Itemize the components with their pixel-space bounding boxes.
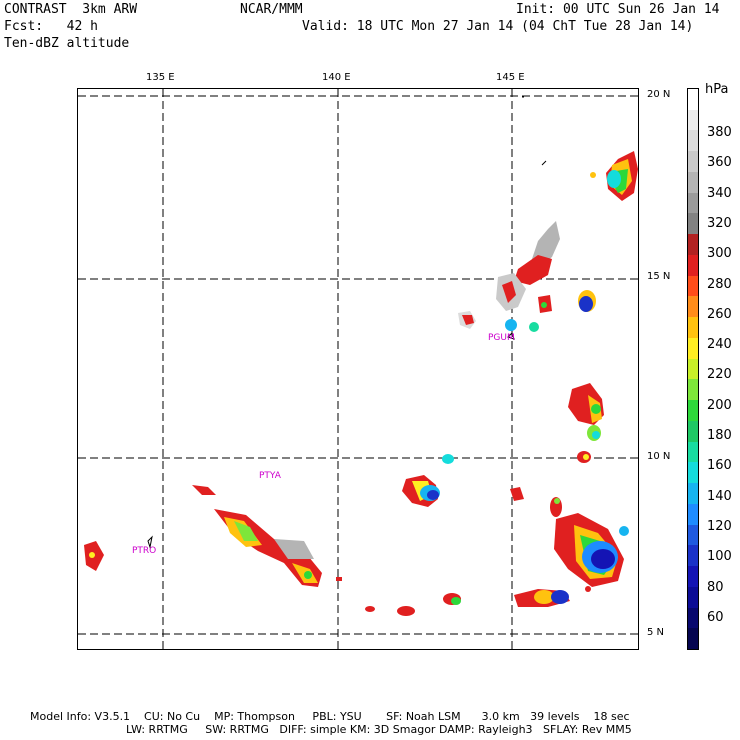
station-label-ptya: PTYA [259, 471, 281, 481]
colorbar-swatch [688, 254, 698, 276]
colorbar-swatch [688, 192, 698, 214]
lat-tick-label: 5 N [647, 627, 665, 638]
colorbar-tick-label: 200 [707, 397, 732, 413]
coastlines [147, 96, 547, 549]
echo-cell [550, 497, 629, 592]
header-title: CONTRAST 3km ARW [4, 2, 138, 17]
colorbar [687, 88, 699, 650]
station-label-pgum: PGUM [488, 333, 515, 343]
colorbar-swatch [688, 109, 698, 131]
map-panel[interactable] [77, 88, 639, 650]
colorbar-tick-label: 380 [707, 125, 732, 140]
footer-model-info: Model Info: V3.5.1 CU: No Cu MP: Thompso… [30, 710, 630, 723]
colorbar-swatch [688, 607, 698, 629]
lat-tick-label: 15 N [647, 271, 671, 282]
colorbar-tick-label: 260 [707, 306, 732, 322]
colorbar-swatch [688, 379, 698, 401]
colorbar-tick-label: 340 [707, 185, 732, 201]
colorbar-swatch [688, 586, 698, 608]
colorbar-tick-label: 180 [707, 428, 732, 443]
colorbar-swatch [688, 441, 698, 463]
echo-cell [568, 383, 604, 463]
echo-cells [84, 151, 638, 616]
colorbar-tick-label: 160 [707, 458, 732, 474]
header-init-time: Init: 00 UTC Sun 26 Jan 14 [516, 2, 720, 17]
colorbar-swatch [688, 628, 698, 650]
colorbar-tick-label: 140 [707, 488, 732, 504]
colorbar-swatch [688, 566, 698, 588]
colorbar-swatch [688, 420, 698, 442]
echo-cell [458, 221, 560, 332]
header-source: NCAR/MMM [240, 2, 303, 17]
header-forecast-hour: Fcst: 42 h [4, 19, 98, 34]
colorbar-swatch [688, 171, 698, 193]
colorbar-swatch [688, 317, 698, 339]
colorbar-tick-label: 300 [707, 246, 732, 262]
colorbar-swatch [688, 462, 698, 484]
footer-physics-info: LW: RRTMG SW: RRTMG DIFF: simple KM: 3D … [126, 723, 632, 736]
colorbar-tick-label: 220 [707, 367, 732, 383]
colorbar-tick-label: 360 [707, 155, 732, 171]
colorbar-swatch [688, 503, 698, 525]
colorbar-swatch [688, 524, 698, 546]
colorbar-tick-label: 240 [707, 337, 732, 353]
header-field-name: Ten-dBZ altitude [4, 36, 130, 51]
colorbar-swatch [688, 483, 698, 505]
grid-lines [78, 89, 638, 649]
header-valid-time: Valid: 18 UTC Mon 27 Jan 14 (04 ChT Tue … [302, 19, 694, 34]
colorbar-swatch [688, 296, 698, 318]
map-canvas [78, 89, 638, 649]
lon-tick-label: 140 E [322, 72, 351, 83]
colorbar-swatch [688, 358, 698, 380]
echo-cell [590, 151, 638, 201]
lat-tick-label: 20 N [647, 89, 671, 100]
echo-cell [402, 454, 524, 507]
colorbar-swatch [688, 545, 698, 567]
colorbar-tick-label: 100 [707, 549, 732, 565]
colorbar-swatch [688, 400, 698, 422]
lon-tick-label: 135 E [146, 72, 175, 83]
colorbar-tick-label: 60 [707, 609, 724, 625]
colorbar-swatch [688, 151, 698, 173]
colorbar-swatch [688, 130, 698, 152]
echo-cell [365, 589, 570, 616]
colorbar-tick-label: 120 [707, 518, 732, 534]
colorbar-tick-label: 280 [707, 276, 732, 292]
station-label-ptro: PTRO [132, 546, 157, 556]
lat-tick-label: 10 N [647, 451, 671, 462]
echo-cell [84, 485, 342, 587]
colorbar-tick-label: 80 [707, 579, 724, 595]
colorbar-swatch [688, 89, 698, 110]
echo-cell [578, 290, 596, 312]
colorbar-swatch [688, 337, 698, 359]
colorbar-tick-label: 320 [707, 215, 732, 231]
lon-tick-label: 145 E [496, 72, 525, 83]
colorbar-swatch [688, 275, 698, 297]
colorbar-swatch [688, 213, 698, 235]
colorbar-swatch [688, 234, 698, 256]
colorbar-unit: hPa [705, 82, 729, 97]
